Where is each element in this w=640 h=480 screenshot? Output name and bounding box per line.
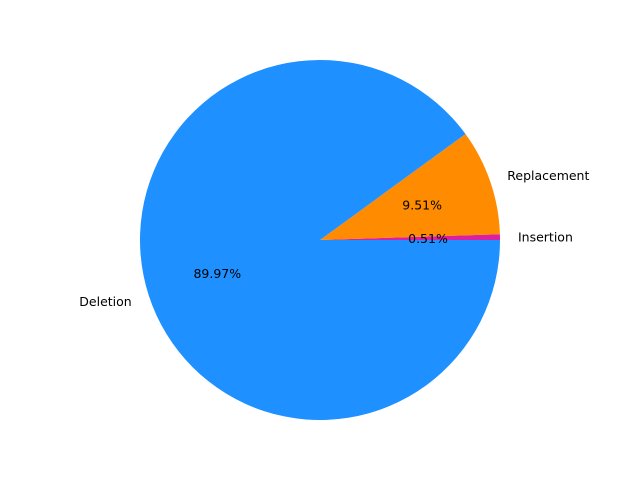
pie-labels: Insertion 0.51% Replacement 9.51% Deletion 89… — [79, 168, 589, 309]
slice-replacement — [320, 134, 500, 240]
slice-label-replacement: Replacement — [507, 168, 589, 183]
slice-insertion — [320, 234, 500, 240]
slice-label-insertion: Insertion — [518, 229, 573, 244]
slice-percent-deletion: 89.97% — [193, 266, 241, 281]
pie-slices — [140, 60, 500, 421]
slice-percent-replacement: 9.51% — [402, 197, 442, 212]
slice-deletion — [140, 60, 500, 421]
slice-label-deletion: Deletion — [79, 294, 131, 309]
slice-percent-insertion: 0.51% — [408, 231, 448, 246]
